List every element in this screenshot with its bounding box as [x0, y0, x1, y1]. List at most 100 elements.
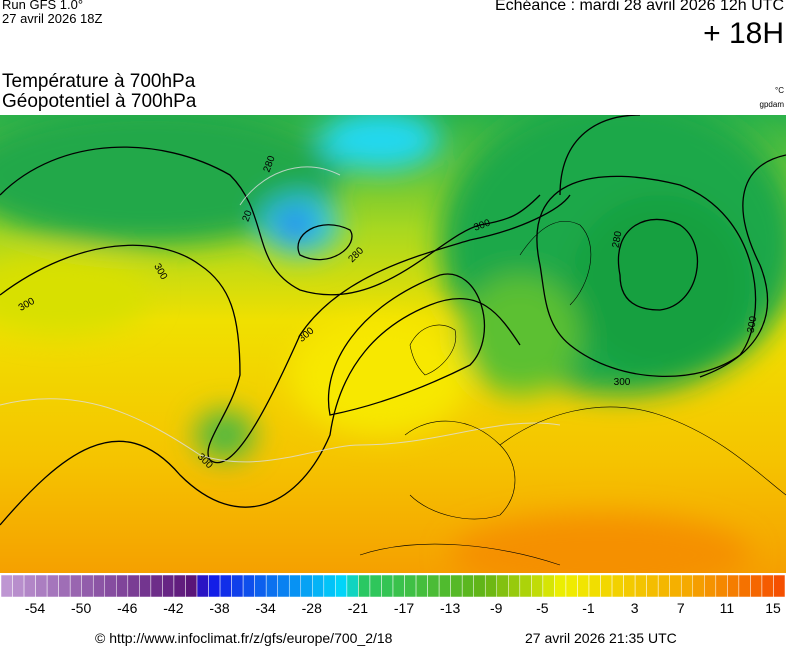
color-swatch	[680, 575, 694, 598]
color-swatch	[646, 575, 659, 598]
source: © http://www.infoclimat.fr/z/gfs/europe/…	[95, 630, 393, 646]
color-swatch	[484, 575, 498, 598]
color-swatch	[35, 575, 48, 598]
color-swatch	[577, 575, 590, 598]
color-swatch	[300, 575, 313, 598]
colorbar-label: -54	[25, 600, 45, 616]
colorbar-label: -5	[536, 600, 549, 616]
colorbar-label: 3	[631, 600, 639, 616]
run: Run GFS 1.0°	[2, 0, 84, 12]
color-swatch	[0, 575, 13, 598]
colorbar-label: -17	[394, 600, 414, 616]
color-swatch	[104, 575, 117, 598]
color-swatch	[600, 575, 613, 598]
color-swatch	[127, 575, 140, 598]
color-swatch	[242, 575, 255, 598]
color-swatch	[277, 575, 290, 598]
color-swatch	[392, 575, 405, 598]
color-swatch	[323, 575, 336, 598]
color-swatch	[92, 575, 106, 598]
unit-geo: gpdam	[759, 100, 784, 109]
contour-label: 280	[611, 230, 625, 249]
color-swatch	[450, 575, 463, 598]
geopotential-contours	[0, 115, 786, 526]
color-swatch	[312, 575, 325, 598]
title-temperature: Température à 700hPa	[2, 71, 196, 92]
contour-label: 300	[614, 377, 631, 388]
color-swatch	[12, 575, 25, 598]
colorbar: -54 -50 -46 -42 -38 -34 -28 -21 -17 -13 -9 -5 -1 3 7 11…	[0, 575, 786, 616]
color-swatch	[715, 575, 728, 598]
colorbar-label: -38	[209, 600, 229, 616]
colorbar-label: -42	[163, 600, 183, 616]
color-swatch	[254, 575, 267, 598]
lead-time: + 18H	[703, 17, 784, 50]
color-swatch	[358, 575, 371, 598]
color-swatch	[761, 575, 774, 598]
colorbar-label: -46	[117, 600, 137, 616]
color-swatch	[116, 575, 129, 598]
color-swatch	[669, 575, 682, 598]
colorbar-label: -50	[71, 600, 91, 616]
color-swatch	[173, 575, 186, 598]
color-swatch	[496, 575, 509, 598]
coastlines	[359, 220, 786, 566]
colorbar-label: -1	[582, 600, 595, 616]
color-swatch	[58, 575, 71, 598]
run-date: 27 avril 2026 18Z	[2, 11, 103, 26]
color-swatch	[634, 575, 647, 598]
color-swatch	[219, 575, 232, 598]
color-swatch	[531, 575, 544, 598]
colorbar-label: -13	[440, 600, 460, 616]
color-swatch	[369, 575, 382, 598]
echeance: Echéance : mardi 28 avril 2026 12h UTC	[494, 0, 784, 14]
color-swatch	[231, 575, 244, 598]
contour-label: 300	[746, 315, 760, 334]
color-swatch	[23, 575, 36, 598]
color-swatch	[415, 575, 428, 598]
color-swatch	[265, 575, 278, 598]
color-swatch	[738, 575, 751, 598]
color-swatch	[519, 575, 532, 598]
title-geopotential: Géopotentiel à 700hPa	[2, 91, 197, 112]
color-swatch	[773, 575, 786, 598]
color-swatch	[208, 575, 221, 598]
color-swatch	[438, 575, 451, 598]
color-swatch	[81, 575, 94, 598]
color-swatch	[427, 575, 440, 598]
color-swatch	[750, 575, 763, 598]
color-swatch	[288, 575, 302, 598]
color-swatch	[727, 575, 740, 598]
color-swatch	[381, 575, 394, 598]
colorbar-label: -28	[302, 600, 322, 616]
color-swatch	[196, 575, 209, 598]
color-swatch	[611, 575, 624, 598]
colorbar-label: 11	[720, 600, 735, 616]
color-swatch	[404, 575, 417, 598]
color-swatch	[46, 575, 59, 598]
color-swatch	[508, 575, 521, 598]
color-swatch	[565, 575, 578, 598]
color-swatch	[139, 575, 152, 598]
color-swatch	[69, 575, 82, 598]
colorbar-label: -21	[348, 600, 368, 616]
colorbar-label: -34	[256, 600, 276, 616]
color-swatch	[461, 575, 474, 598]
unit-temp: °C	[775, 86, 784, 95]
color-swatch	[335, 575, 348, 598]
color-swatch	[588, 575, 601, 598]
color-swatch	[473, 575, 486, 598]
color-swatch	[692, 575, 705, 598]
color-swatch	[542, 575, 555, 598]
temperature-patches	[0, 115, 786, 573]
color-swatch	[150, 575, 163, 598]
isotherms	[0, 166, 561, 463]
color-swatch	[346, 575, 359, 598]
colorbar-label: 15	[765, 600, 781, 616]
colorbar-label: -9	[490, 600, 503, 616]
color-swatch	[623, 575, 636, 598]
color-swatch	[162, 575, 175, 598]
color-swatch	[657, 575, 670, 598]
